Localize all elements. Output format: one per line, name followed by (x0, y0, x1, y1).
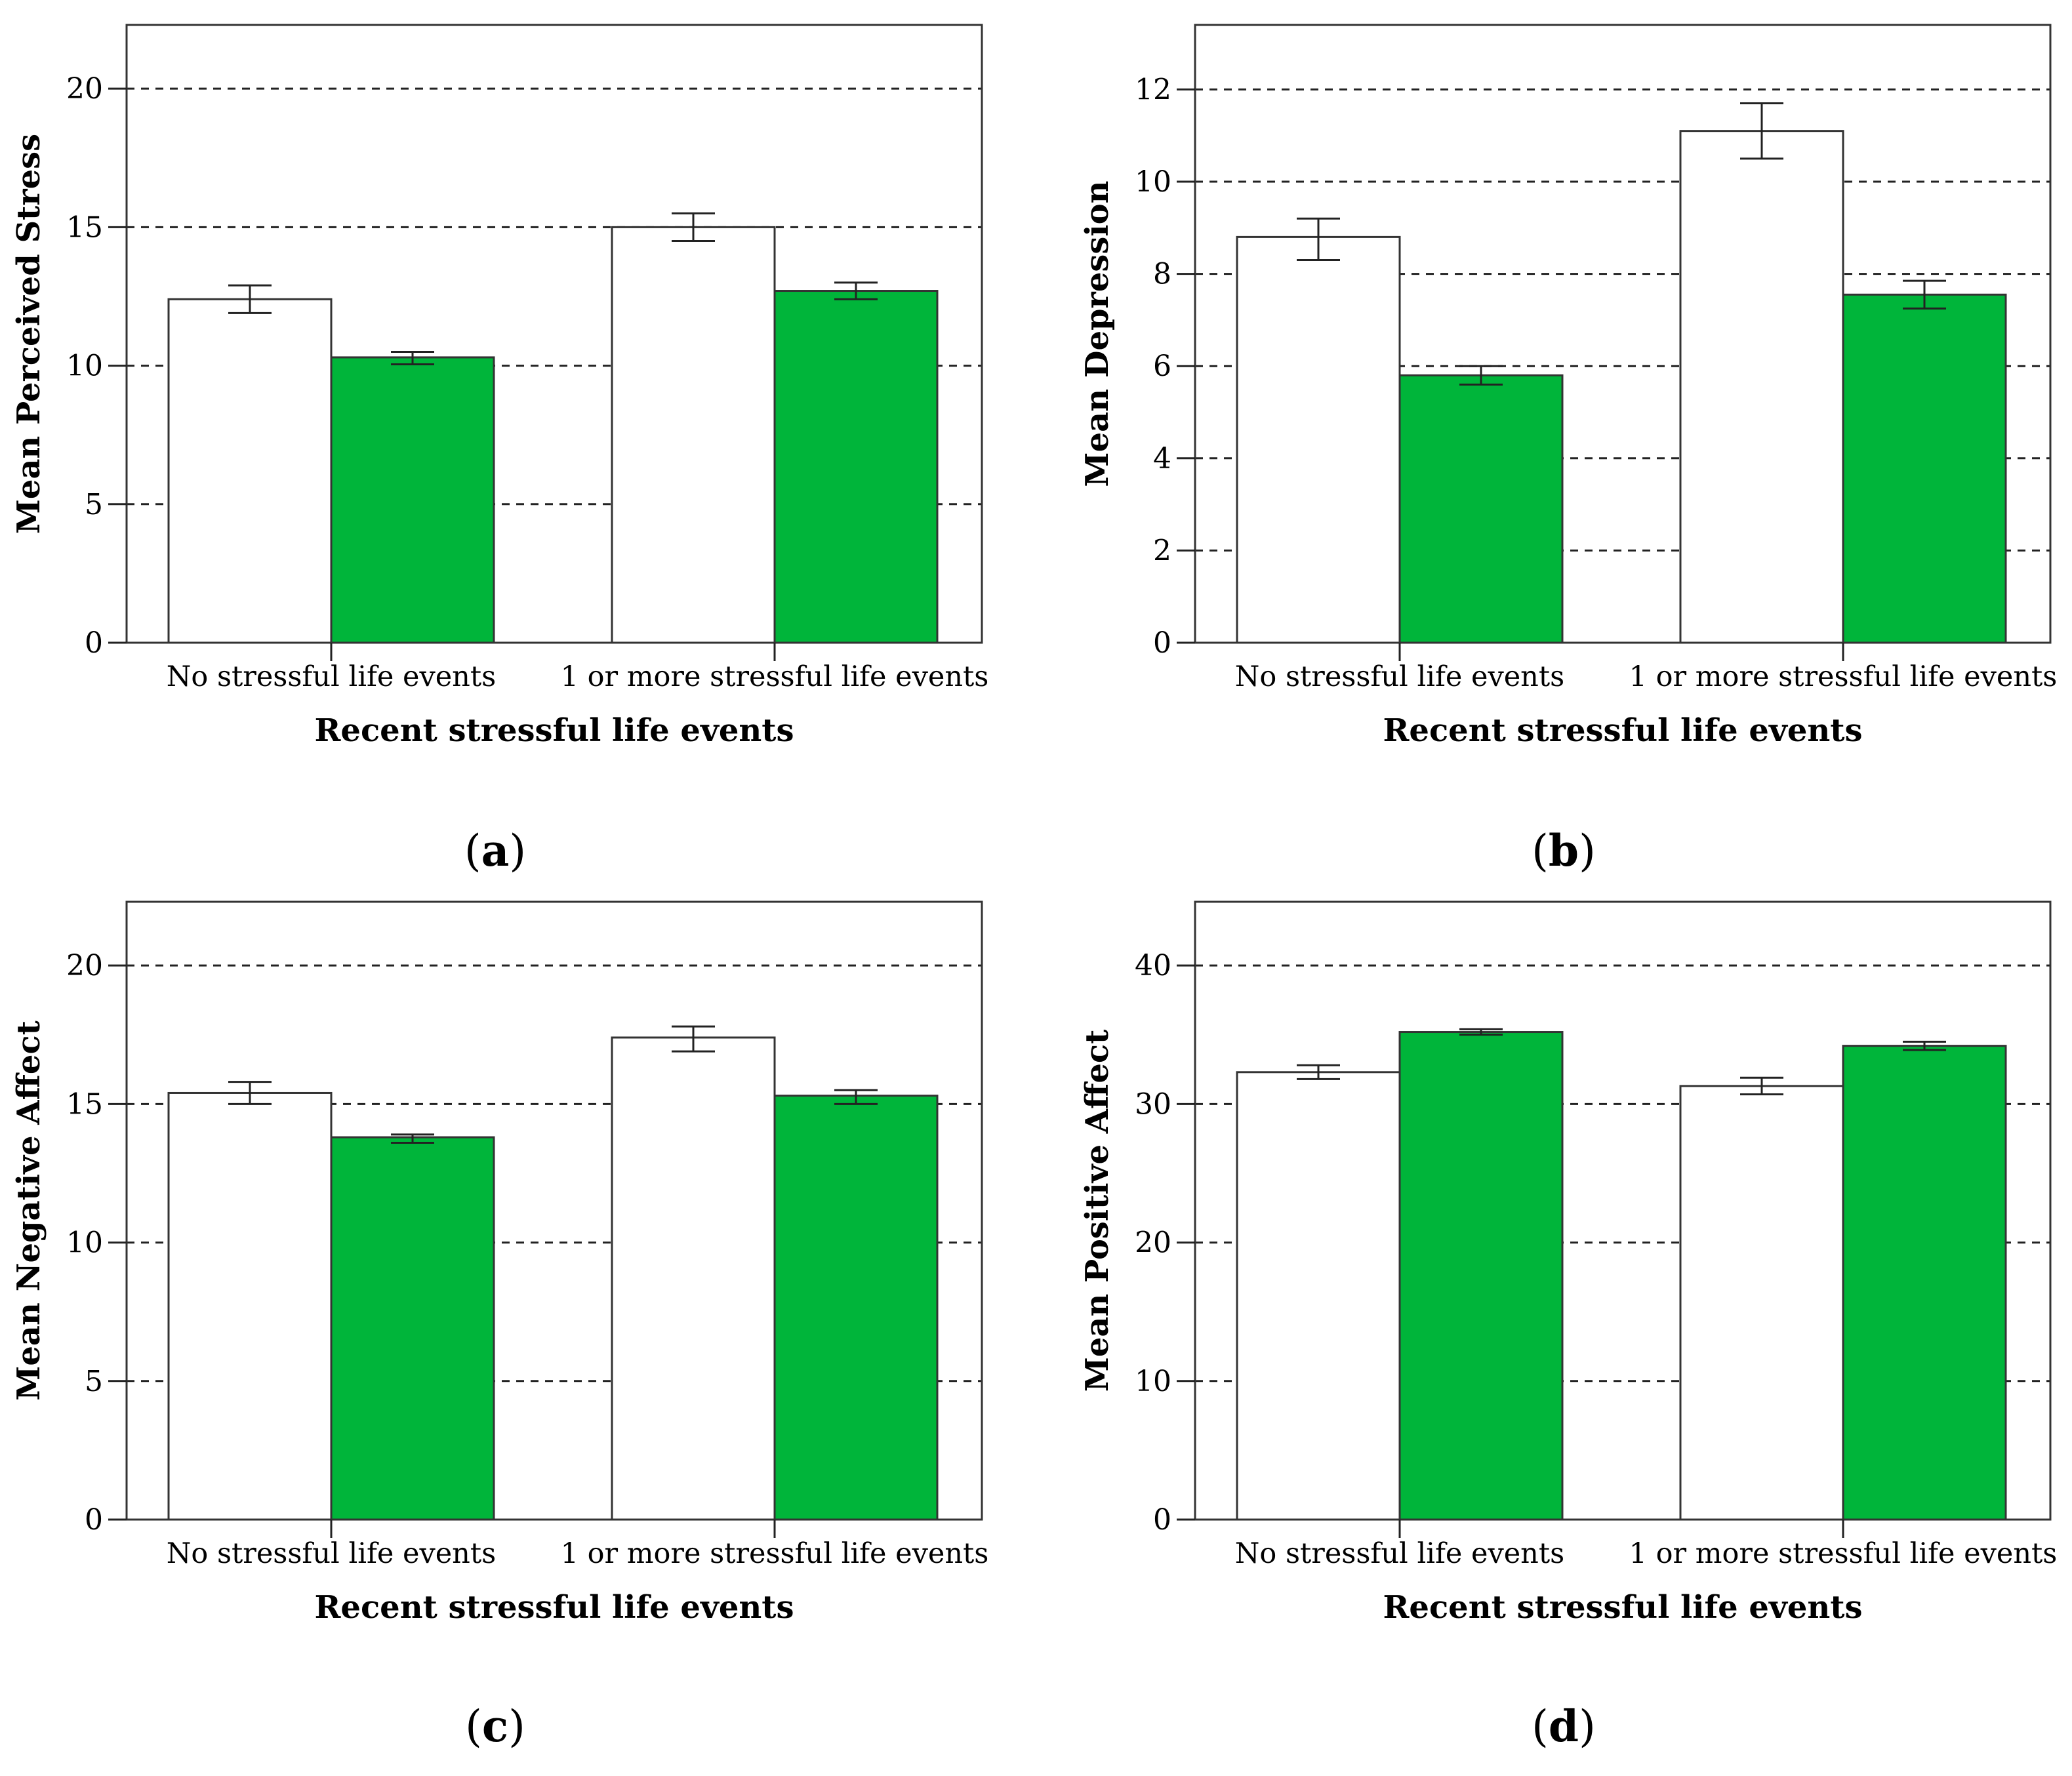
y-tick-label: 4 (1153, 442, 1171, 475)
chart-panel-d: 0 10 20 30 40 No stressful life events 1 or mo… (1079, 900, 2058, 1752)
bar (611, 226, 776, 644)
y-tick-label: 0 (85, 626, 103, 660)
panel-label: (a) (464, 825, 526, 876)
y-tick-label: 0 (85, 1503, 103, 1537)
x-axis-title: Recent stressful life events (315, 1589, 794, 1626)
panel-letter: b (1549, 825, 1579, 876)
y-tick-label: 0 (1153, 1503, 1171, 1537)
x-category-label: 1 or more stressful life events (561, 1537, 989, 1570)
bar (1842, 293, 2007, 644)
y-axis-title: Mean Perceived Stress (10, 134, 47, 534)
y-tick-label: 12 (1135, 73, 1171, 106)
bar (1679, 1085, 1844, 1521)
panel-label: (c) (465, 1701, 525, 1752)
x-category-label: No stressful life events (1235, 660, 1564, 693)
y-tick-label: 0 (1153, 626, 1171, 660)
y-tick-label: 5 (85, 488, 103, 521)
x-category-label: No stressful life events (167, 1537, 496, 1570)
chart-panel-a: 0 5 10 15 20 No stressful life events 1 or mor… (10, 24, 989, 876)
bar (167, 1091, 333, 1521)
bar (1842, 1045, 2007, 1521)
bar (167, 298, 333, 644)
bar (1236, 1071, 1401, 1521)
panel-letter: a (481, 825, 510, 876)
chart-panel-b: 0 2 4 6 8 10 12 No stressful life events 1 or mo… (1079, 24, 2058, 876)
x-category-label: 1 or more stressful life events (561, 660, 989, 693)
bar (773, 290, 939, 644)
bar (1398, 1031, 1564, 1521)
y-tick-label: 20 (1135, 1226, 1171, 1260)
chart-panel-c: 0 5 10 15 20 No stressful life events 1 or mor… (10, 900, 989, 1752)
y-tick-label: 2 (1153, 534, 1171, 567)
x-axis-title: Recent stressful life events (315, 712, 794, 749)
x-axis-title: Recent stressful life events (1383, 712, 1863, 749)
y-tick-label: 15 (66, 211, 103, 244)
y-axis-title: Mean Negative Affect (10, 1020, 47, 1401)
panel-label: (d) (1532, 1701, 1596, 1752)
bar (611, 1036, 776, 1521)
y-tick-label: 5 (85, 1365, 103, 1398)
bar (773, 1095, 939, 1521)
y-tick-label: 40 (1135, 949, 1171, 982)
plot-frame (1194, 900, 2052, 1521)
y-tick-label: 8 (1153, 258, 1171, 291)
y-tick-label: 10 (66, 350, 103, 383)
y-tick-label: 10 (1135, 1365, 1171, 1398)
bar (330, 1136, 495, 1521)
y-tick-label: 20 (66, 72, 103, 106)
x-axis-title: Recent stressful life events (1383, 1589, 1863, 1626)
y-tick-label: 15 (66, 1087, 103, 1121)
plot-frame (125, 24, 983, 644)
panel-letter: d (1549, 1701, 1579, 1752)
plot-frame (1194, 24, 2052, 644)
y-tick-label: 10 (66, 1226, 103, 1260)
panel-label: (b) (1532, 825, 1596, 876)
y-tick-label: 10 (1135, 165, 1171, 199)
y-tick-label: 30 (1135, 1087, 1171, 1121)
x-category-label: No stressful life events (167, 660, 496, 693)
bar (1398, 374, 1564, 644)
plot-frame (125, 900, 983, 1521)
x-category-label: 1 or more stressful life events (1629, 1537, 2058, 1570)
x-category-label: No stressful life events (1235, 1537, 1564, 1570)
bar (330, 356, 495, 644)
x-category-label: 1 or more stressful life events (1629, 660, 2058, 693)
y-axis-title: Mean Depression (1079, 180, 1116, 487)
y-tick-label: 6 (1153, 350, 1171, 383)
y-tick-label: 20 (66, 949, 103, 982)
bar (1679, 130, 1844, 644)
bar (1236, 235, 1401, 644)
y-axis-title: Mean Positive Affect (1079, 1030, 1116, 1392)
panel-letter: c (482, 1701, 508, 1752)
